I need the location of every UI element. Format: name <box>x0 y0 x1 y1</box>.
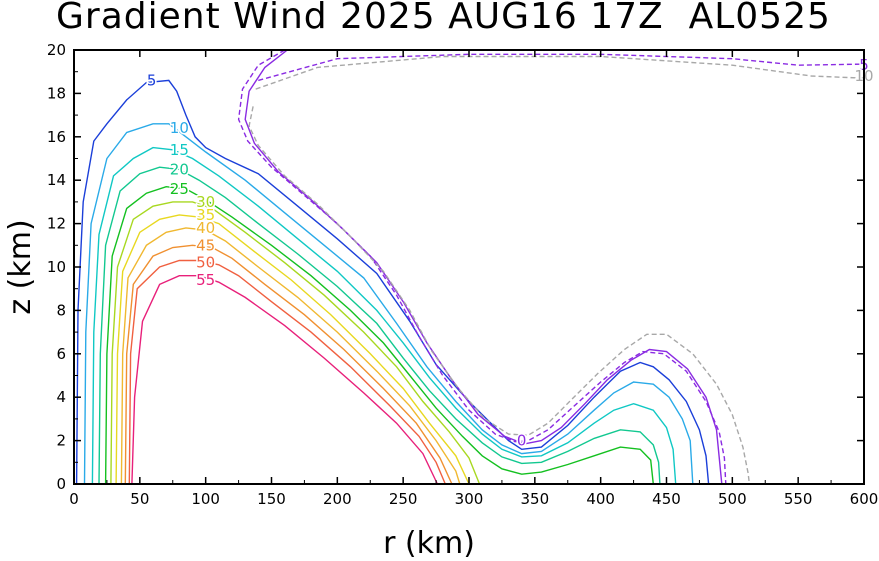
contour-label-30: 30 <box>196 193 215 211</box>
contour-label-10: 10 <box>170 119 189 137</box>
y-tick-label: 4 <box>56 388 66 406</box>
contour-label-0: 0 <box>517 432 527 450</box>
y-tick-label: 2 <box>56 432 66 450</box>
y-tick-label: 18 <box>47 84 66 102</box>
contour-line-55 <box>131 275 439 485</box>
contour-label-55: 55 <box>196 271 215 289</box>
contour-label-50: 50 <box>196 254 215 272</box>
contour-label-5: 5 <box>147 71 157 89</box>
x-tick-label: 150 <box>257 490 286 508</box>
x-tick-label: 200 <box>323 490 352 508</box>
contour-label-25: 25 <box>170 180 189 198</box>
x-axis: 0 50 100 150 200 250 300 350 400 450 500 550 600 <box>69 50 878 508</box>
contour-label-20: 20 <box>170 160 189 178</box>
y-tick-label: 0 <box>56 475 66 493</box>
x-tick-label: 100 <box>191 490 220 508</box>
x-tick-label: 50 <box>130 490 149 508</box>
x-tick-label: 300 <box>455 490 484 508</box>
y-tick-label: 20 <box>47 41 66 59</box>
x-tick-label: 550 <box>784 490 813 508</box>
contour-lines <box>75 49 865 485</box>
contour-line-15 <box>91 146 677 485</box>
x-tick-label: 0 <box>69 490 79 508</box>
contour-line-30 <box>110 201 481 485</box>
x-axis-label: r (km) <box>383 526 475 561</box>
contour-label-35: 35 <box>196 206 215 224</box>
contour-line-10 <box>83 123 694 485</box>
contour-line-50 <box>128 259 446 485</box>
plot-frame <box>73 49 865 485</box>
contour-line-5 <box>75 79 710 485</box>
contour-line-5 <box>258 53 865 82</box>
contour-line-40 <box>120 227 461 485</box>
y-tick-label: 14 <box>47 171 66 189</box>
contour-label-40: 40 <box>196 219 215 237</box>
contour-line-25 <box>104 185 654 485</box>
x-tick-label: 500 <box>718 490 747 508</box>
x-tick-label: 350 <box>521 490 550 508</box>
contour-line-10 <box>255 55 865 90</box>
contour-line-45 <box>124 244 453 485</box>
x-tick-label: 250 <box>389 490 418 508</box>
contour-line-20 <box>98 166 661 485</box>
y-tick-label: 6 <box>56 345 66 363</box>
x-tick-label: 450 <box>652 490 681 508</box>
x-tick-label: 400 <box>586 490 615 508</box>
y-tick-label: 10 <box>47 258 66 276</box>
contour-line-extra-0 <box>244 49 723 485</box>
contour-label-45: 45 <box>196 236 215 254</box>
y-tick-label: 16 <box>47 128 66 146</box>
y-tick-label: 12 <box>47 215 66 233</box>
chart-title: Gradient Wind 2025 AUG16 17Z AL0525 <box>56 0 831 37</box>
y-tick-label: 8 <box>56 301 66 319</box>
y-axis-label: z (km) <box>3 219 38 314</box>
contour-label-15: 15 <box>170 141 189 159</box>
x-tick-label: 600 <box>850 490 879 508</box>
contour-line-0 <box>237 49 727 485</box>
contour-line-35 <box>115 214 470 485</box>
y-axis: 0 2 4 6 8 10 12 14 16 18 20 <box>47 41 864 493</box>
